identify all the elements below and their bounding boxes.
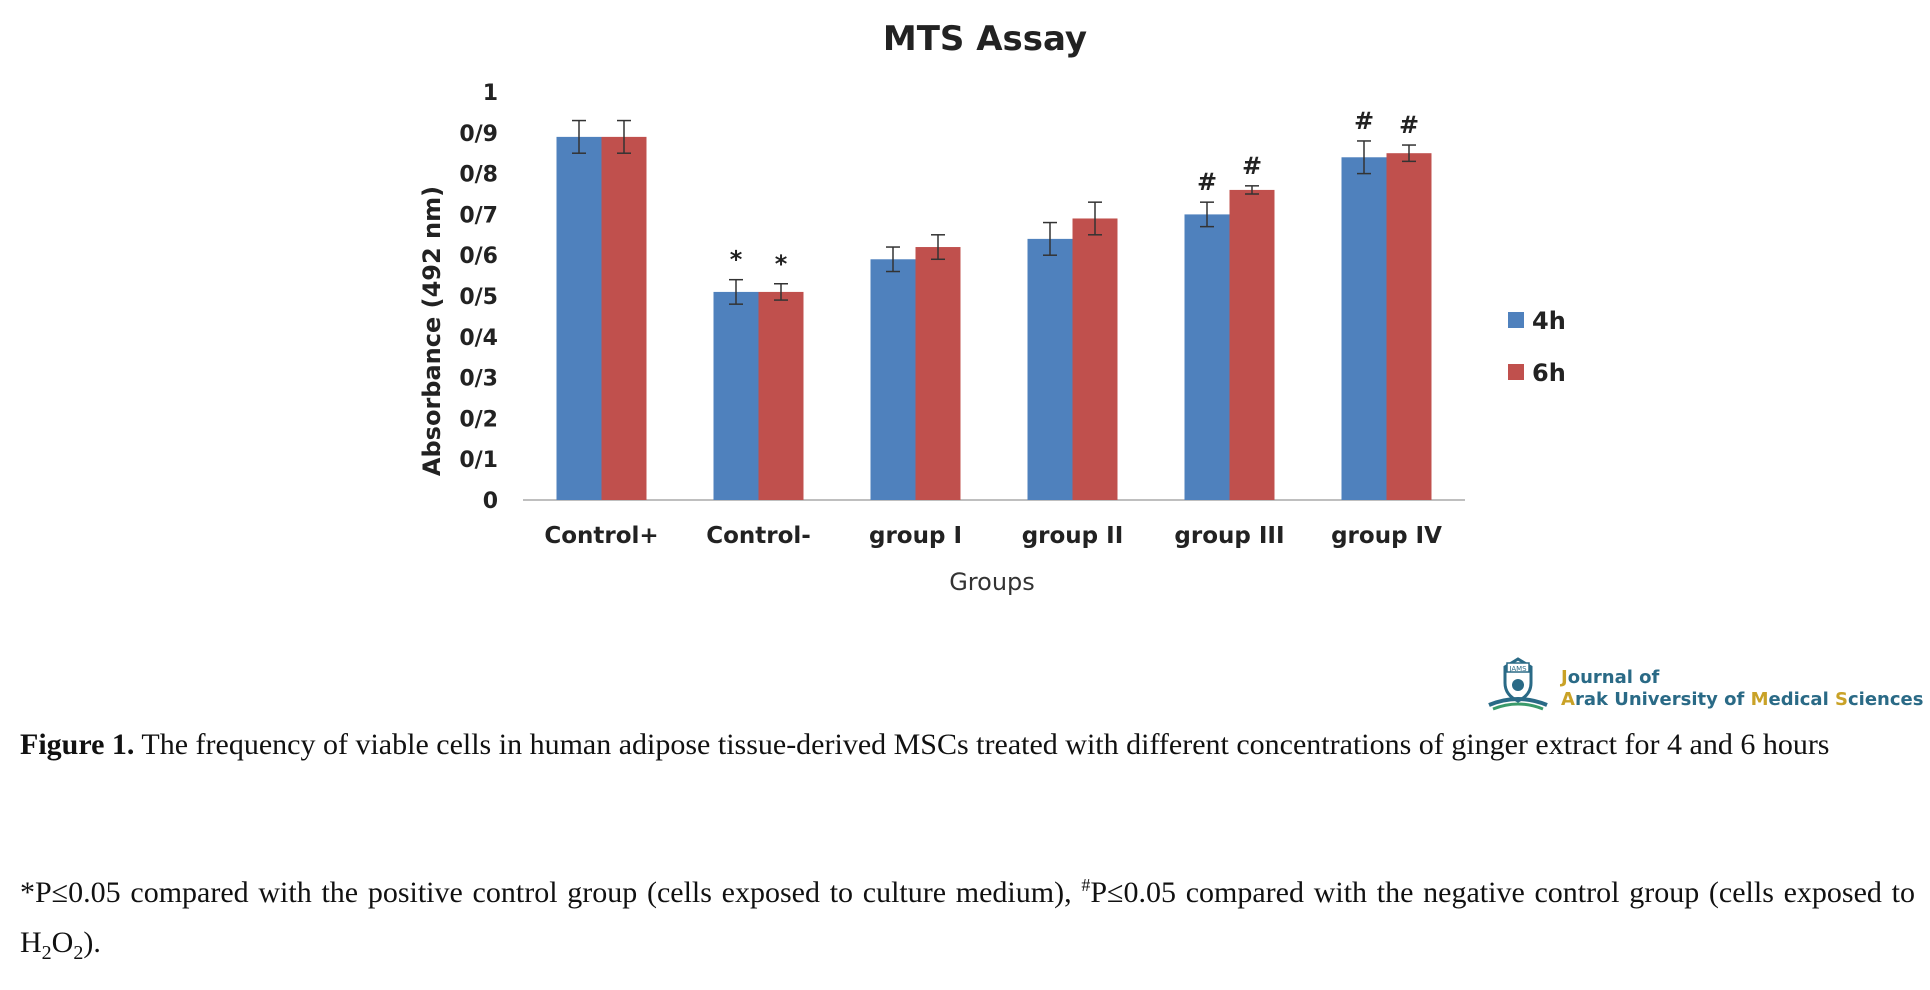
figure-caption: Figure 1. The frequency of viable cells … [20, 720, 1915, 770]
significance-marker: # [1399, 111, 1419, 139]
significance-marker: # [1242, 152, 1262, 180]
significance-marker: # [1197, 168, 1217, 196]
bar-4h-group III [1184, 214, 1230, 500]
significance-note: *P≤0.05 compared with the positive contr… [20, 875, 1915, 964]
journal-logo-text: Journal of Arak University of Medical Sc… [1561, 667, 1924, 710]
journal-logo: JAMS Journal of Arak University of Medic… [1483, 653, 1923, 713]
y-tick-label: 0/5 [459, 285, 498, 310]
figure-label: Figure 1. [20, 728, 135, 761]
y-tick-label: 0/6 [459, 244, 498, 269]
chart-title: MTS Assay [883, 19, 1087, 59]
y-axis-title: Absorbance (492 nm) [418, 186, 446, 476]
x-category-label: group IV [1331, 523, 1442, 549]
bar-4h-group II [1027, 238, 1073, 500]
x-category-label: group II [1022, 523, 1124, 549]
x-category-label: Control- [706, 523, 811, 549]
y-tick-label: 0/7 [459, 203, 498, 228]
legend-label-4h: 4h [1532, 307, 1566, 335]
x-category-label: Control+ [544, 523, 658, 549]
y-tick-label: 0/8 [459, 163, 498, 188]
bar-4h-group I [870, 259, 916, 500]
bar-6h-group IV [1386, 153, 1432, 500]
figure-caption-text: The frequency of viable cells in human a… [134, 728, 1830, 761]
significance-marker: * [730, 246, 743, 274]
bar-6h-group III [1229, 189, 1275, 501]
significance-marker: # [1354, 107, 1374, 135]
legend-swatch-4h [1508, 312, 1524, 328]
bar-6h-Control+ [601, 136, 647, 500]
bar-6h-Control- [758, 291, 804, 500]
bar-6h-group II [1072, 218, 1118, 501]
y-tick-label: 0/3 [459, 367, 498, 392]
journal-logo-icon: JAMS [1488, 657, 1548, 711]
x-category-label: group III [1174, 523, 1284, 549]
x-category-label: group I [869, 523, 962, 549]
y-tick-label: 1 [483, 81, 498, 106]
y-tick-label: 0/4 [459, 326, 498, 351]
significance-marker: * [775, 250, 788, 278]
mts-assay-chart: MTS Assay Absorbance (492 nm) Groups 0 0/… [418, 19, 1566, 596]
y-tick-label: 0/1 [459, 448, 498, 473]
bar-6h-group I [915, 247, 961, 500]
bar-4h-Control- [713, 291, 759, 500]
bar-4h-Control+ [556, 136, 602, 500]
plot-area: 0 0/1 0/2 0/3 0/4 0/5 0/6 0/7 0/8 0/9 1 Control+ * * C… [459, 81, 1465, 549]
legend-label-6h: 6h [1532, 359, 1566, 387]
legend-swatch-6h [1508, 364, 1524, 380]
y-tick-label: 0/9 [459, 122, 498, 147]
bar-4h-group IV [1341, 157, 1387, 500]
svg-text:JAMS: JAMS [1508, 665, 1527, 673]
y-axis-title-group: Absorbance (492 nm) [418, 186, 446, 476]
y-tick-label: 0/2 [459, 407, 498, 432]
y-tick-label: 0 [483, 489, 498, 514]
legend: 4h 6h [1508, 307, 1566, 387]
x-axis-title: Groups [949, 568, 1035, 596]
